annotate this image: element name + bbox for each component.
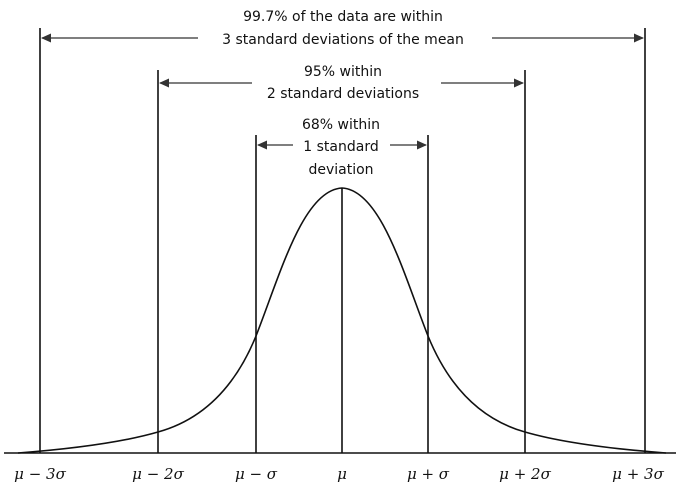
range-2sigma-arrowhead-right bbox=[514, 78, 524, 88]
tick-label-plus-3sigma: μ + 3σ bbox=[612, 465, 664, 483]
range-3sigma-arrowhead-right bbox=[634, 33, 644, 43]
range-1sigma-arrowhead-right bbox=[417, 140, 427, 150]
tick-label-plus-1sigma: μ + σ bbox=[407, 465, 450, 483]
tick-label-minus-2sigma: μ − 2σ bbox=[132, 465, 184, 483]
tick-label-mean: μ bbox=[337, 465, 347, 483]
range-3sigma-label-line2: 3 standard deviations of the mean bbox=[222, 32, 464, 48]
range-2sigma-label-line1: 95% within bbox=[304, 64, 382, 80]
range-1sigma-arrowhead-left bbox=[257, 140, 267, 150]
range-1sigma-label-line3: deviation bbox=[308, 162, 373, 178]
range-2sigma-label-line2: 2 standard deviations bbox=[267, 86, 419, 102]
range-1sigma-label-line1: 68% within bbox=[302, 117, 380, 133]
tick-label-minus-1sigma: μ − σ bbox=[235, 465, 278, 483]
range-3sigma-arrowhead-left bbox=[41, 33, 51, 43]
range-3sigma-label-line1: 99.7% of the data are within bbox=[243, 9, 443, 25]
tick-label-minus-3sigma: μ − 3σ bbox=[14, 465, 66, 483]
range-1sigma-label-line2: 1 standard bbox=[303, 139, 378, 155]
tick-label-plus-2sigma: μ + 2σ bbox=[499, 465, 551, 483]
range-2sigma-arrowhead-left bbox=[159, 78, 169, 88]
